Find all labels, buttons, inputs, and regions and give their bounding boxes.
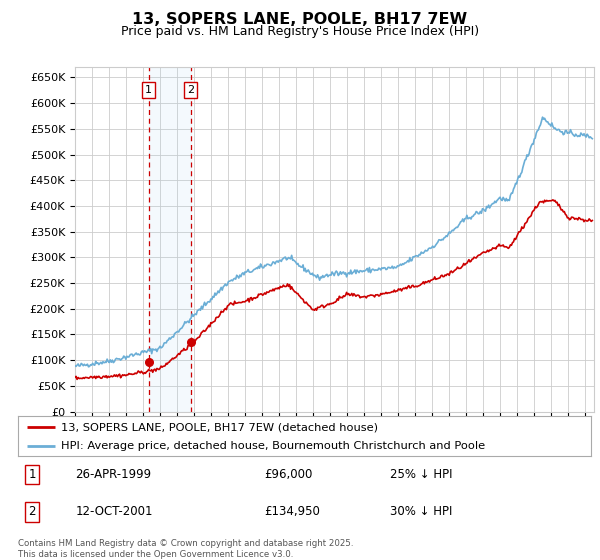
Text: 13, SOPERS LANE, POOLE, BH17 7EW: 13, SOPERS LANE, POOLE, BH17 7EW [133,12,467,27]
Text: 13, SOPERS LANE, POOLE, BH17 7EW (detached house): 13, SOPERS LANE, POOLE, BH17 7EW (detach… [61,422,378,432]
Text: 12-OCT-2001: 12-OCT-2001 [76,505,153,518]
Text: £134,950: £134,950 [265,505,320,518]
Text: 2: 2 [187,85,194,95]
Text: 1: 1 [29,468,36,481]
Text: 30% ↓ HPI: 30% ↓ HPI [391,505,453,518]
Text: 25% ↓ HPI: 25% ↓ HPI [391,468,453,481]
Text: £96,000: £96,000 [265,468,313,481]
Text: Price paid vs. HM Land Registry's House Price Index (HPI): Price paid vs. HM Land Registry's House … [121,25,479,38]
Text: Contains HM Land Registry data © Crown copyright and database right 2025.
This d: Contains HM Land Registry data © Crown c… [18,539,353,559]
Text: 26-APR-1999: 26-APR-1999 [76,468,151,481]
Text: HPI: Average price, detached house, Bournemouth Christchurch and Poole: HPI: Average price, detached house, Bour… [61,441,485,451]
Bar [149,67,191,412]
Text: 1: 1 [145,85,152,95]
Text: 2: 2 [29,505,36,518]
